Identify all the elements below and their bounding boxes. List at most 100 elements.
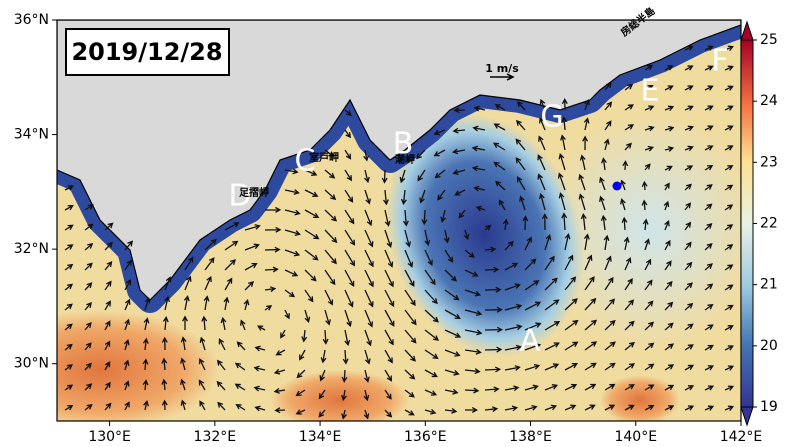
current-arrow — [584, 98, 590, 111]
current-arrow — [664, 220, 670, 231]
current-arrow — [363, 149, 370, 162]
current-arrow — [453, 107, 466, 114]
current-arrow — [538, 135, 546, 151]
current-arrow — [264, 206, 282, 213]
current-arrow — [404, 349, 416, 362]
current-arrow — [544, 299, 560, 311]
current-arrow — [644, 85, 654, 91]
current-arrow — [363, 389, 370, 402]
current-arrow — [253, 385, 266, 392]
current-arrow — [299, 349, 306, 361]
current-arrow — [684, 125, 694, 132]
current-arrow — [264, 226, 282, 233]
current-arrow — [724, 45, 734, 52]
colorbar-tick-label: 24 — [760, 93, 778, 109]
current-arrow — [664, 384, 675, 391]
current-arrow — [84, 342, 92, 351]
current-arrow — [599, 176, 606, 191]
current-arrow — [416, 149, 426, 160]
current-arrow — [84, 362, 92, 371]
current-arrow — [464, 269, 479, 277]
current-arrow — [304, 209, 320, 219]
current-arrow — [264, 286, 277, 293]
current-arrow — [161, 357, 168, 371]
current-arrow — [464, 348, 482, 355]
current-arrow — [544, 404, 558, 411]
colorbar-tick-label: 20 — [760, 338, 778, 354]
current-arrow — [199, 336, 206, 351]
current-arrow — [304, 189, 319, 197]
current-field — [64, 45, 735, 420]
current-arrow — [724, 125, 734, 131]
current-arrow — [724, 204, 734, 211]
current-arrow — [564, 276, 577, 291]
current-arrow — [424, 269, 436, 286]
current-arrow — [344, 209, 355, 225]
current-arrow — [724, 264, 734, 271]
current-arrow — [454, 189, 466, 196]
current-arrow — [484, 266, 500, 273]
current-arrow — [502, 218, 509, 231]
current-arrow — [216, 359, 226, 371]
current-arrow — [604, 276, 614, 291]
current-arrow — [344, 229, 356, 246]
current-arrow — [584, 254, 593, 271]
current-arrow — [519, 195, 526, 211]
current-arrow — [504, 385, 520, 392]
current-arrow — [216, 380, 226, 391]
current-arrow — [400, 189, 407, 206]
y-tick-label: 32°N — [14, 241, 49, 257]
current-arrow — [143, 400, 149, 411]
current-arrow — [444, 269, 458, 282]
current-arrow — [364, 209, 373, 227]
current-arrow — [684, 202, 692, 211]
y-tick-label: 36°N — [14, 12, 49, 28]
current-arrow — [344, 329, 351, 347]
current-arrow — [664, 65, 674, 71]
current-arrow — [437, 189, 446, 201]
current-arrow — [724, 85, 734, 91]
current-arrow — [184, 256, 194, 271]
current-arrow — [524, 343, 542, 351]
current-arrow — [544, 321, 561, 331]
current-arrow — [184, 275, 192, 291]
x-tick-label: 140°E — [614, 429, 657, 445]
current-arrow — [578, 193, 586, 211]
current-arrow — [704, 263, 713, 271]
current-arrow — [644, 404, 655, 411]
current-arrow — [624, 404, 635, 411]
cold-eddy — [386, 113, 584, 357]
current-arrow — [492, 142, 506, 151]
current-arrow — [584, 341, 598, 351]
current-arrow — [524, 280, 540, 291]
current-arrow — [324, 209, 338, 222]
current-arrow — [484, 246, 497, 253]
current-arrow — [524, 258, 537, 271]
current-arrow — [464, 289, 482, 297]
current-arrow — [280, 329, 286, 339]
x-tick-label: 136°E — [404, 429, 447, 445]
current-arrow — [344, 149, 352, 160]
current-arrow — [284, 309, 290, 320]
current-arrow — [224, 259, 236, 271]
current-arrow — [504, 283, 521, 291]
current-arrow — [624, 124, 634, 131]
current-arrow — [424, 309, 439, 323]
current-arrow — [404, 309, 417, 326]
current-arrow — [484, 346, 503, 353]
current-arrow — [604, 255, 612, 271]
current-arrow — [324, 289, 334, 306]
current-arrow — [243, 299, 250, 311]
current-arrow — [64, 323, 73, 331]
current-arrow — [324, 309, 331, 326]
current-arrow — [604, 362, 616, 371]
current-arrow — [384, 289, 395, 308]
current-arrow — [161, 336, 168, 351]
region-label: G — [540, 100, 563, 135]
current-arrow — [284, 209, 301, 216]
current-arrow — [384, 349, 393, 364]
current-arrow — [624, 363, 636, 371]
current-arrow — [664, 364, 675, 371]
current-arrow — [404, 389, 415, 398]
